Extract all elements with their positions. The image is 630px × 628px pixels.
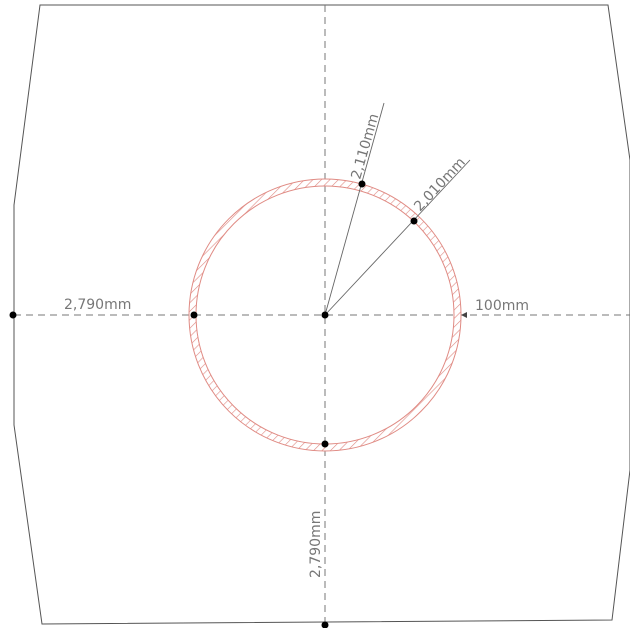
inner-radius-label: 2,010mm (411, 155, 469, 215)
outer-radius-label: 2,110mm (348, 112, 382, 181)
outer-boundary (13, 4, 630, 625)
wall-thickness-arrow (461, 312, 467, 318)
inner-radius-leader (324, 159, 471, 316)
left-clearance-label: 2,790mm (64, 297, 131, 313)
center-point (321, 311, 329, 319)
ring-bottom-point (321, 440, 329, 448)
inner-radius-point (410, 217, 418, 225)
ring-left-point (190, 311, 198, 319)
outer-radius-leader (324, 102, 385, 316)
outer-radius-point (358, 180, 366, 188)
bottom-clearance-label: 2,790mm (308, 511, 324, 578)
bottom-boundary-point (321, 621, 329, 628)
left-boundary-point (9, 311, 17, 319)
wall-thickness-label: 100mm (475, 298, 529, 314)
